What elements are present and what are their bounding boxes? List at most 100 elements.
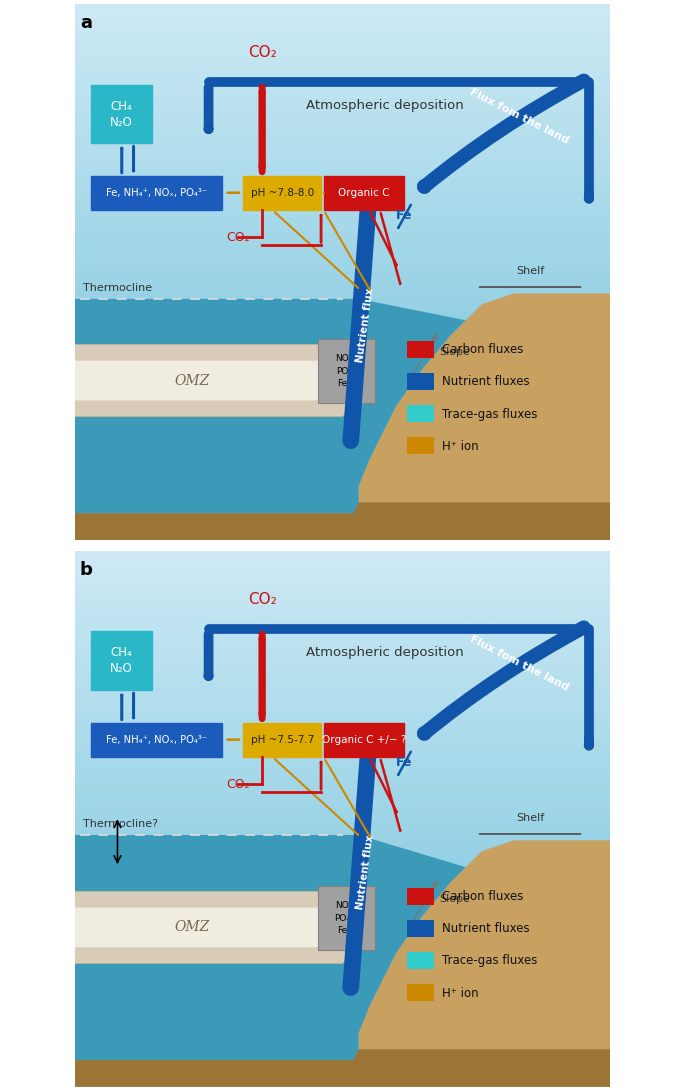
Bar [75, 1046, 610, 1060]
Bar [75, 578, 610, 591]
Bar [75, 1074, 610, 1087]
Bar [75, 939, 610, 952]
Bar [75, 45, 610, 58]
Bar [75, 152, 610, 165]
Bar [75, 513, 610, 527]
Text: pH ~7.8-8.0: pH ~7.8-8.0 [251, 188, 314, 199]
Bar [75, 886, 610, 899]
Bar [407, 373, 434, 389]
Bar [75, 832, 610, 846]
Polygon shape [75, 835, 466, 1060]
Polygon shape [75, 503, 610, 540]
FancyBboxPatch shape [90, 176, 222, 211]
Polygon shape [61, 908, 372, 947]
Text: Flux fom the land: Flux fom the land [469, 87, 571, 146]
Text: Nutrient fluxes: Nutrient fluxes [442, 375, 530, 388]
Text: Slope: Slope [439, 895, 470, 904]
Polygon shape [53, 345, 375, 417]
Bar [75, 527, 610, 540]
Bar [75, 325, 610, 339]
Bar [75, 500, 610, 513]
Bar [75, 591, 610, 604]
Bar [75, 245, 610, 259]
Bar [75, 604, 610, 618]
Text: Carbon fluxes: Carbon fluxes [442, 890, 523, 903]
Bar [75, 17, 610, 31]
Bar [75, 739, 610, 752]
Text: Fe, NH₄⁺, NOₓ, PO₄³⁻: Fe, NH₄⁺, NOₓ, PO₄³⁻ [105, 188, 207, 199]
Bar [75, 980, 610, 993]
Bar [75, 752, 610, 766]
Bar [75, 352, 610, 365]
Bar [75, 859, 610, 873]
FancyBboxPatch shape [324, 722, 404, 757]
Text: b: b [80, 561, 93, 578]
Bar [407, 984, 434, 1002]
Bar [75, 4, 610, 17]
Bar [407, 951, 434, 969]
Bar [75, 551, 610, 564]
Bar [75, 658, 610, 672]
Bar [75, 698, 610, 711]
Bar [75, 393, 610, 406]
Text: Atmospheric deposition: Atmospheric deposition [306, 99, 464, 112]
Text: OMZ: OMZ [175, 373, 210, 387]
Bar [75, 952, 610, 967]
Text: CO₂: CO₂ [248, 591, 277, 607]
Text: CO₂: CO₂ [226, 230, 250, 243]
Polygon shape [358, 293, 610, 540]
Bar [75, 433, 610, 446]
Polygon shape [53, 891, 375, 963]
FancyBboxPatch shape [319, 339, 375, 404]
Text: Organic C +/− ?: Organic C +/− ? [322, 735, 406, 745]
Bar [75, 232, 610, 245]
Text: a: a [80, 14, 92, 32]
Bar [75, 178, 610, 192]
Bar [75, 259, 610, 272]
Bar [407, 405, 434, 422]
Text: Atmospheric deposition: Atmospheric deposition [306, 646, 464, 659]
Text: H⁺ ion: H⁺ ion [442, 440, 478, 453]
Text: Fe, NH₄⁺, NOₓ, PO₄³⁻: Fe, NH₄⁺, NOₓ, PO₄³⁻ [105, 735, 207, 745]
FancyBboxPatch shape [243, 176, 321, 211]
Text: Flux fom the land: Flux fom the land [469, 634, 571, 693]
Bar [75, 618, 610, 632]
FancyBboxPatch shape [90, 84, 152, 144]
Bar [75, 124, 610, 139]
Text: Organic C: Organic C [338, 188, 390, 199]
FancyBboxPatch shape [243, 722, 321, 757]
Text: Trace-gas fluxes: Trace-gas fluxes [442, 955, 537, 968]
Bar [75, 365, 610, 380]
Bar [75, 473, 610, 487]
Bar [75, 286, 610, 299]
Bar [75, 98, 610, 111]
Bar [75, 1020, 610, 1033]
Bar [75, 805, 610, 819]
Bar [75, 993, 610, 1007]
Bar [75, 1033, 610, 1046]
Polygon shape [358, 840, 610, 1087]
Text: Slope: Slope [439, 347, 470, 358]
Bar [75, 792, 610, 805]
Bar [407, 340, 434, 358]
Bar [75, 165, 610, 178]
Bar [75, 446, 610, 459]
Bar [75, 84, 610, 98]
FancyBboxPatch shape [319, 886, 375, 950]
Bar [75, 913, 610, 926]
Bar [75, 632, 610, 645]
Bar [75, 967, 610, 980]
Text: NO₃⁻
PO₃⁻
Fe²⁺: NO₃⁻ PO₃⁻ Fe²⁺ [336, 355, 358, 388]
Text: Thermocline?: Thermocline? [83, 819, 158, 829]
Text: Fe: Fe [396, 756, 412, 769]
Bar [75, 111, 610, 124]
Text: CO₂: CO₂ [248, 45, 277, 60]
Text: Nutrient fluxes: Nutrient fluxes [442, 922, 530, 935]
Bar [75, 406, 610, 419]
Bar [75, 564, 610, 578]
Text: pH ~7.5-7.7: pH ~7.5-7.7 [251, 735, 314, 745]
Bar [75, 339, 610, 352]
Bar [75, 726, 610, 739]
Text: H⁺ ion: H⁺ ion [442, 986, 478, 999]
Bar [75, 205, 610, 218]
